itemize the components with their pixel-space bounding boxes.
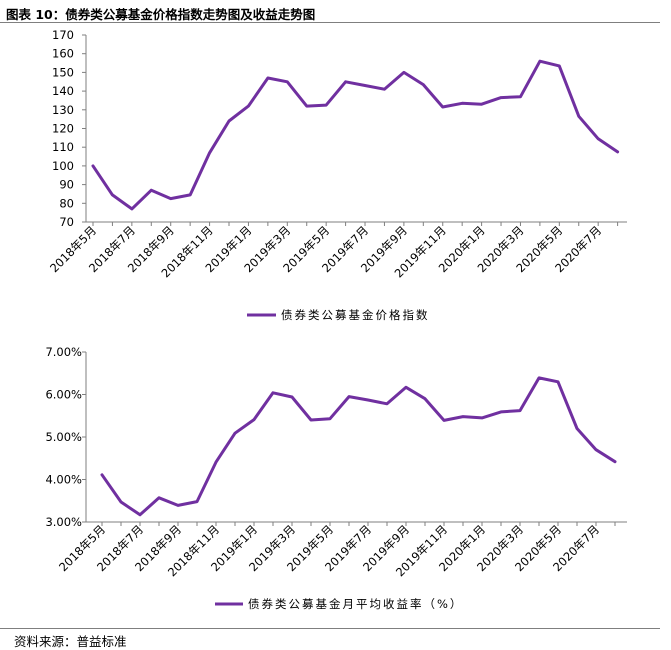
data-point <box>247 104 250 108</box>
data-point <box>461 415 465 418</box>
data-point <box>309 418 313 422</box>
data-point <box>188 193 192 197</box>
data-point <box>195 500 199 503</box>
data-point <box>441 105 444 109</box>
y-tick-label: 7.00% <box>45 345 82 359</box>
data-point <box>480 102 483 106</box>
data-point <box>324 103 328 107</box>
data-point <box>575 427 579 430</box>
source-note: 资料来源：普益标准 <box>14 634 127 649</box>
price-index-chart: 7080901001101201301401501601702018年5月201… <box>47 28 627 322</box>
data-point <box>366 398 370 402</box>
data-point <box>130 207 134 211</box>
data-point <box>613 460 617 463</box>
data-point <box>227 119 231 123</box>
data-point <box>402 71 406 74</box>
data-point <box>442 419 446 422</box>
data-point <box>169 197 172 200</box>
y-tick-label: 150 <box>52 65 74 79</box>
data-point <box>328 417 332 420</box>
data-point <box>252 418 256 421</box>
data-point <box>385 402 389 406</box>
data-point <box>176 504 180 507</box>
monthly-yield-chart: 3.00%4.00%5.00%6.00%7.00%2018年5月2018年7月2… <box>45 345 627 611</box>
y-tick-label: 160 <box>52 47 74 61</box>
data-point <box>233 431 237 435</box>
data-point <box>519 95 522 98</box>
y-tick-label: 80 <box>59 196 74 210</box>
y-tick-label: 3.00% <box>45 515 82 529</box>
data-point <box>111 193 114 197</box>
data-point <box>383 88 386 91</box>
y-tick-label: 100 <box>52 159 74 173</box>
data-point <box>157 496 161 499</box>
data-point <box>119 500 123 504</box>
data-point <box>499 410 503 414</box>
data-point <box>480 416 484 420</box>
data-point <box>286 80 289 83</box>
y-tick-label: 110 <box>52 140 74 154</box>
data-point <box>363 84 367 87</box>
legend-label: 债券类公募基金价格指数 <box>281 308 430 322</box>
data-point <box>266 76 270 80</box>
data-point <box>404 386 408 389</box>
data-point <box>271 391 275 394</box>
data-point <box>499 96 503 99</box>
data-point <box>138 513 142 516</box>
data-point <box>594 448 598 451</box>
data-point <box>558 64 561 68</box>
y-tick-label: 6.00% <box>45 388 82 402</box>
data-point <box>214 460 218 464</box>
data-point <box>423 397 427 400</box>
figure-title: 图表 10：债券类公募基金价格指数走势图及收益走势图 <box>6 7 316 22</box>
y-tick-label: 140 <box>52 84 74 98</box>
data-point <box>290 395 294 399</box>
source-divider <box>0 628 660 629</box>
y-tick-label: 70 <box>59 215 74 229</box>
series-line <box>91 59 620 211</box>
data-point <box>208 151 211 155</box>
data-point <box>422 83 425 86</box>
data-point <box>347 395 351 398</box>
y-tick-label: 90 <box>59 178 74 192</box>
data-point <box>460 102 464 105</box>
y-tick-label: 130 <box>52 103 74 117</box>
data-point <box>344 80 347 83</box>
data-point <box>305 104 308 108</box>
y-tick-label: 4.00% <box>45 473 82 487</box>
data-point <box>518 409 522 412</box>
data-point <box>616 150 619 154</box>
data-point <box>150 189 153 192</box>
title-divider <box>0 22 660 23</box>
legend-label: 债券类公募基金月平均收益率（%） <box>248 597 463 611</box>
y-tick-label: 5.00% <box>45 430 82 444</box>
data-point <box>91 164 95 168</box>
data-point <box>538 59 542 63</box>
data-point <box>537 376 541 380</box>
series-line <box>100 376 617 517</box>
y-tick-label: 170 <box>52 28 74 42</box>
data-point <box>596 137 600 140</box>
data-point <box>577 115 580 118</box>
data-point <box>556 380 560 383</box>
data-point <box>100 473 104 477</box>
y-tick-label: 120 <box>52 122 74 136</box>
